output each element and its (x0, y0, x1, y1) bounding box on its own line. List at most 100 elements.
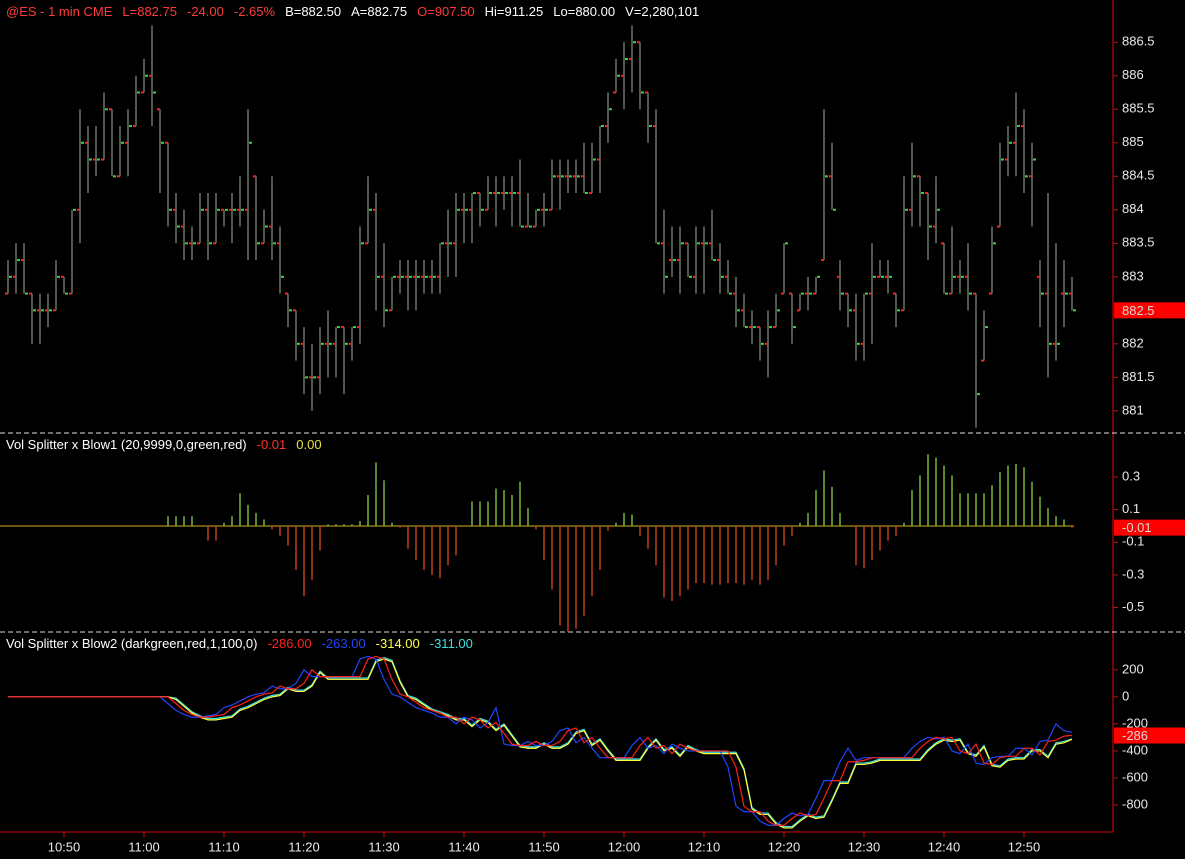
ohlc-close (17, 259, 20, 262)
ohlc-open (725, 275, 728, 278)
ohlc-close (473, 192, 476, 195)
ohlc-close (625, 57, 628, 60)
y-tick-label: 884 (1122, 201, 1144, 216)
header-text: -2.65% (233, 4, 276, 19)
ohlc-close (977, 393, 980, 396)
ohlc-close (217, 208, 220, 211)
x-tick-label: 12:40 (928, 839, 961, 854)
ohlc-close (273, 242, 276, 245)
ohlc-close (497, 192, 500, 195)
ohlc-close (49, 309, 52, 312)
ohlc-open (253, 175, 256, 178)
last-price-label: 882.5 (1122, 303, 1155, 318)
ohlc-open (469, 208, 472, 211)
y-tick-label: -0.1 (1122, 534, 1144, 549)
ohlc-close (1041, 292, 1044, 295)
x-tick-label: 10:50 (48, 839, 81, 854)
ohlc-open (909, 208, 912, 211)
ohlc-open (365, 242, 368, 245)
ohlc-open (957, 275, 960, 278)
ohlc-open (317, 376, 320, 379)
ohlc-open (509, 192, 512, 195)
ohlc-open (333, 342, 336, 345)
ohlc-close (513, 192, 516, 195)
ohlc-close (545, 208, 548, 211)
indicator-line (8, 655, 1073, 826)
ohlc-open (917, 175, 920, 178)
ohlc-close (337, 326, 340, 329)
x-tick-label: 11:10 (208, 839, 240, 854)
y-tick-label: -0.5 (1122, 599, 1144, 614)
ohlc-close (137, 91, 140, 94)
ohlc-close (657, 242, 660, 245)
ohlc-open (781, 292, 784, 295)
ohlc-open (29, 292, 32, 295)
ohlc-close (425, 275, 428, 278)
ohlc-close (89, 158, 92, 161)
ohlc-open (717, 259, 720, 262)
ohlc-open (109, 108, 112, 111)
ohlc-close (313, 376, 316, 379)
ohlc-close (393, 275, 396, 278)
ohlc-open (805, 292, 808, 295)
ohlc-close (361, 242, 364, 245)
ohlc-close (417, 275, 420, 278)
ohlc-open (573, 175, 576, 178)
ohlc-open (669, 259, 672, 262)
ohlc-close (457, 208, 460, 211)
ohlc-open (421, 275, 424, 278)
ohlc-open (949, 292, 952, 295)
x-tick-label: 11:20 (288, 839, 320, 854)
y-tick-label: 886 (1122, 67, 1144, 82)
y-tick-label: 0 (1122, 688, 1129, 703)
ohlc-open (797, 309, 800, 312)
ohlc-open (173, 208, 176, 211)
x-tick-label: 11:40 (448, 839, 480, 854)
ohlc-close (713, 259, 716, 262)
indicator2-header: Vol Splitter x Blow2 (darkgreen,red,1,10… (6, 636, 473, 651)
ohlc-close (33, 309, 36, 312)
ohlc-open (581, 175, 584, 178)
ohlc-open (405, 275, 408, 278)
ohlc-open (765, 342, 768, 345)
ohlc-close (689, 275, 692, 278)
ohlc-open (773, 326, 776, 329)
ohlc-open (837, 275, 840, 278)
ohlc-open (61, 275, 64, 278)
y-tick-label: -400 (1122, 742, 1148, 757)
header-text: -24.00 (186, 4, 224, 19)
y-tick-label: 882 (1122, 335, 1144, 350)
ohlc-close (937, 208, 940, 211)
ohlc-open (925, 192, 928, 195)
ohlc-open (997, 225, 1000, 228)
ohlc-close (529, 225, 532, 228)
ohlc-close (385, 309, 388, 312)
ohlc-close (945, 292, 948, 295)
header-text: Hi=911.25 (484, 4, 544, 19)
ohlc-open (557, 175, 560, 178)
ohlc-open (53, 309, 56, 312)
ohlc-open (597, 158, 600, 161)
ohlc-open (813, 292, 816, 295)
ohlc-open (245, 208, 248, 211)
ohlc-open (861, 342, 864, 345)
ohlc-open (1061, 292, 1064, 295)
ohlc-close (465, 208, 468, 211)
ohlc-close (889, 275, 892, 278)
ohlc-close (489, 192, 492, 195)
ohlc-close (617, 74, 620, 77)
ohlc-open (125, 141, 128, 144)
ohlc-close (1073, 309, 1076, 312)
series-value-label: -311.00 (429, 636, 473, 651)
ohlc-open (349, 342, 352, 345)
ohlc-close (873, 275, 876, 278)
ohlc-close (97, 158, 100, 161)
ohlc-close (633, 41, 636, 44)
ohlc-close (985, 326, 988, 329)
ohlc-close (225, 208, 228, 211)
ohlc-open (77, 208, 80, 211)
ohlc-close (193, 242, 196, 245)
